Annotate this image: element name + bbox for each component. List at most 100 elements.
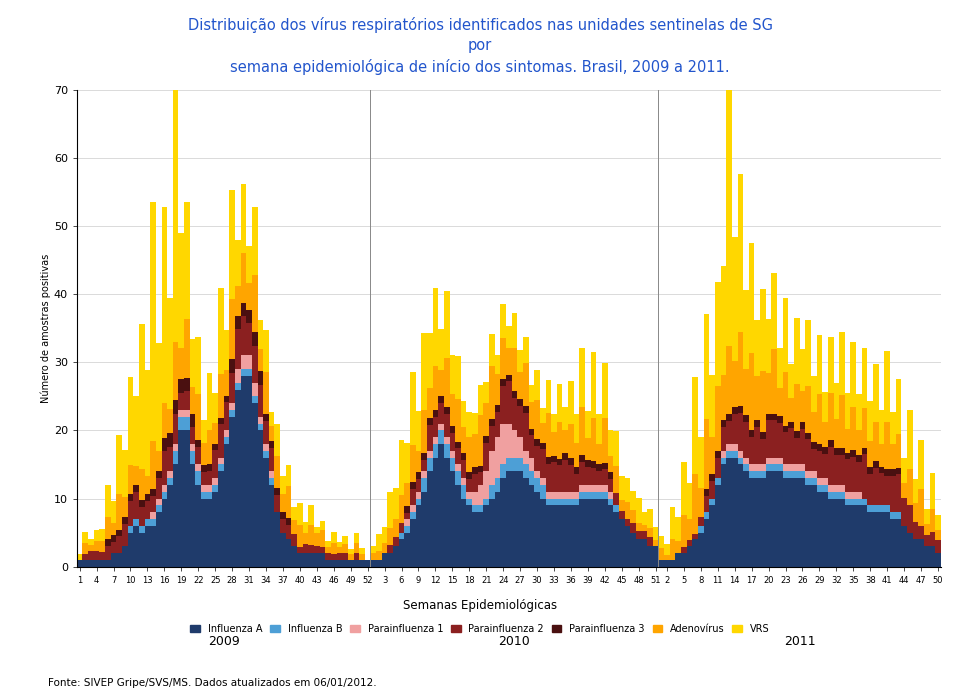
Bar (913, 522, 918, 540)
Bar (433, 444, 438, 457)
Bar (732, 237, 737, 361)
Bar (461, 485, 467, 498)
Bar (337, 553, 342, 560)
Bar (427, 333, 433, 388)
Bar (529, 485, 534, 567)
Bar (206, 430, 212, 464)
Bar (190, 387, 196, 414)
Bar (455, 471, 461, 485)
Bar (263, 451, 269, 457)
Bar (794, 438, 800, 464)
Bar (472, 413, 478, 434)
Bar (467, 498, 472, 505)
Bar (150, 512, 156, 519)
Bar (630, 491, 636, 511)
Bar (161, 404, 167, 437)
Bar (246, 376, 252, 567)
Bar (218, 424, 224, 457)
Bar (241, 316, 246, 355)
Bar (839, 492, 845, 498)
Bar (404, 526, 410, 533)
Bar (500, 424, 506, 464)
Bar (190, 339, 196, 387)
Bar (782, 426, 788, 433)
Bar (636, 540, 641, 567)
Bar (190, 414, 196, 428)
Bar (664, 555, 670, 560)
Bar (913, 540, 918, 567)
Bar (743, 464, 749, 471)
Bar (229, 410, 235, 417)
Bar (540, 442, 545, 449)
Bar (280, 533, 286, 567)
Bar (224, 430, 229, 437)
Bar (557, 384, 563, 422)
Bar (173, 444, 179, 451)
Bar (760, 471, 766, 478)
Bar (523, 478, 529, 567)
Bar (845, 460, 851, 492)
Bar (851, 505, 856, 567)
Bar (659, 560, 664, 567)
Bar (551, 462, 557, 492)
Bar (743, 369, 749, 415)
Bar (494, 355, 500, 374)
Bar (506, 424, 512, 457)
Bar (235, 383, 241, 390)
Bar (602, 418, 608, 462)
Bar (596, 492, 602, 498)
Bar (743, 471, 749, 567)
Bar (314, 533, 320, 545)
Bar (506, 348, 512, 375)
Bar (766, 373, 772, 413)
Bar (506, 457, 512, 471)
Bar (563, 460, 568, 492)
Bar (580, 498, 585, 567)
Bar (449, 355, 455, 394)
Bar (760, 478, 766, 567)
Bar (325, 541, 331, 547)
Bar (568, 424, 574, 458)
Bar (275, 456, 280, 489)
Bar (811, 413, 817, 442)
Bar (455, 448, 461, 464)
Bar (179, 393, 184, 410)
Bar (196, 337, 201, 395)
Bar (794, 478, 800, 567)
Bar (563, 498, 568, 505)
Bar (590, 468, 596, 485)
Bar (732, 415, 737, 444)
Bar (156, 343, 161, 451)
Bar (596, 414, 602, 444)
Bar (382, 553, 388, 567)
Bar (833, 455, 839, 485)
Bar (139, 526, 145, 533)
Bar (494, 405, 500, 412)
Bar (196, 485, 201, 567)
Bar (128, 377, 133, 464)
Bar (523, 363, 529, 406)
Bar (404, 519, 410, 526)
Bar (201, 472, 206, 485)
Bar (105, 560, 110, 567)
Bar (218, 464, 224, 471)
Bar (698, 516, 704, 526)
Bar (517, 350, 523, 372)
Bar (551, 432, 557, 455)
Bar (421, 332, 427, 410)
Bar (856, 498, 862, 505)
Bar (788, 478, 794, 567)
Bar (331, 554, 337, 560)
Bar (449, 394, 455, 426)
Bar (743, 422, 749, 457)
Bar (122, 450, 128, 498)
Bar (348, 554, 353, 560)
Bar (275, 424, 280, 456)
Bar (100, 560, 105, 567)
Bar (884, 422, 890, 469)
Bar (179, 379, 184, 393)
Bar (913, 504, 918, 522)
Bar (862, 448, 868, 455)
Bar (150, 495, 156, 512)
Bar (884, 351, 890, 422)
